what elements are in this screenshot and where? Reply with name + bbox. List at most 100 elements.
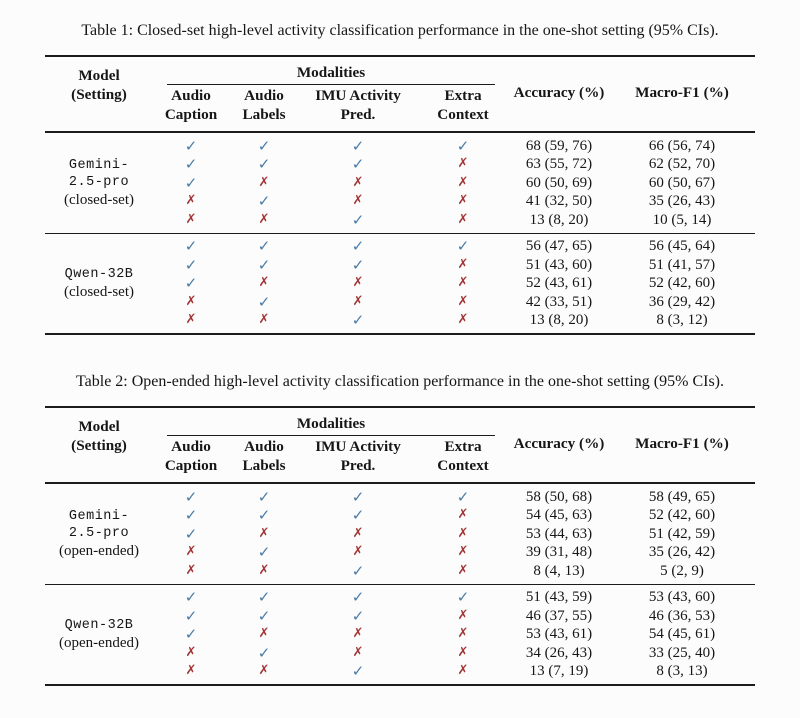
check-icon: ✓ (184, 173, 198, 192)
header-extra-context: Extra Context (417, 85, 509, 124)
accuracy-value: 13 (7, 19) (529, 663, 589, 679)
check-icon: ✓ (257, 255, 271, 274)
header-accuracy: Accuracy (%) (513, 435, 605, 452)
model-name-line: Gemini- (68, 157, 130, 173)
header-audio-caption: Audio Caption (153, 85, 229, 124)
check-icon: ✓ (456, 487, 470, 506)
header-model-setting: Model (Setting) (45, 413, 153, 475)
cross-icon: ✗ (457, 193, 469, 208)
cross-icon: ✗ (457, 644, 469, 660)
cross-icon: ✗ (185, 663, 197, 678)
table2-header: Model (Setting) Modalities Audio Caption… (45, 406, 755, 484)
model-setting: (closed-set) (64, 191, 134, 208)
check-icon: ✓ (184, 155, 198, 173)
model-name-line: Qwen-32B (64, 617, 134, 633)
table2-section: Table 2: Open-ended high-level activity … (0, 335, 800, 686)
accuracy-value: 51 (43, 59) (525, 589, 593, 605)
accuracy-value: 13 (8, 20) (529, 312, 589, 328)
check-icon: ✓ (184, 487, 198, 506)
accuracy-value: 60 (50, 69) (525, 174, 593, 191)
cross-icon: ✗ (352, 544, 364, 559)
header-imu-activity-pred: IMU Activity Pred. (299, 436, 417, 475)
model-label: Qwen-32B (open-ended) (45, 588, 153, 681)
check-icon: ✓ (456, 588, 470, 606)
cross-icon: ✗ (258, 663, 270, 678)
macro-f1-value: 56 (45, 64) (648, 238, 716, 254)
header-line: Context (437, 456, 489, 474)
cross-icon: ✗ (352, 626, 364, 641)
check-icon: ✓ (351, 487, 365, 506)
check-icon: ✓ (184, 274, 198, 292)
header-modalities-group: Modalities (153, 413, 509, 436)
header-modalities-label: Modalities (296, 64, 366, 81)
macro-f1-value: 52 (42, 60) (648, 507, 716, 523)
header-modalities-label: Modalities (296, 415, 366, 432)
header-line: Pred. (340, 456, 376, 474)
cross-icon: ✗ (185, 544, 197, 559)
cross-icon: ✗ (185, 562, 197, 578)
header-modalities-group: Modalities (153, 62, 509, 85)
accuracy-value: 53 (44, 63) (525, 525, 593, 542)
macro-f1-value: 60 (50, 67) (648, 174, 716, 191)
check-icon: ✓ (351, 662, 365, 680)
check-icon: ✓ (351, 255, 365, 274)
check-icon: ✓ (351, 506, 365, 524)
table-body-group: Qwen-32B (closed-set) ✓ ✓ ✓ ✓ 56 (47, 65) 56 (4… (45, 232, 755, 334)
check-icon: ✓ (351, 606, 365, 625)
check-icon: ✓ (257, 237, 271, 255)
header-model-line: (Setting) (71, 86, 127, 103)
header-model-line: (Setting) (71, 437, 127, 454)
macro-f1-value: 33 (25, 40) (648, 644, 716, 661)
cross-icon: ✗ (457, 607, 469, 623)
cross-icon: ✗ (258, 626, 270, 641)
macro-f1-value: 5 (2, 9) (660, 562, 704, 579)
cross-icon: ✗ (457, 156, 469, 171)
header-line: Audio (171, 438, 211, 455)
cross-icon: ✗ (457, 293, 469, 309)
macro-f1-value: 36 (29, 42) (648, 293, 716, 310)
check-icon: ✓ (257, 155, 271, 173)
macro-f1-value: 62 (52, 70) (648, 156, 716, 172)
cross-icon: ✗ (352, 174, 364, 190)
header-line: Caption (164, 456, 218, 474)
accuracy-value: 51 (43, 60) (525, 256, 593, 273)
accuracy-value: 63 (55, 72) (525, 156, 593, 172)
header-line: Caption (164, 105, 218, 123)
macro-f1-value: 54 (45, 61) (648, 626, 716, 642)
macro-f1-value: 35 (26, 43) (648, 193, 716, 209)
check-icon: ✓ (456, 136, 470, 155)
model-name-line: 2.5-pro (68, 174, 130, 190)
header-model-line: Model (78, 418, 120, 435)
macro-f1-value: 53 (43, 60) (648, 589, 716, 605)
model-name-line: Gemini- (68, 508, 130, 524)
macro-f1-value: 58 (49, 65) (648, 488, 716, 505)
check-icon: ✓ (184, 506, 198, 524)
header-line: Extra (444, 87, 482, 104)
accuracy-value: 53 (43, 61) (525, 626, 593, 642)
check-icon: ✓ (184, 625, 198, 643)
check-icon: ✓ (257, 136, 271, 155)
cross-icon: ✗ (457, 562, 469, 578)
check-icon: ✓ (257, 487, 271, 506)
table1-caption: Table 1: Closed-set high-level activity … (81, 22, 719, 39)
cross-icon: ✗ (258, 174, 270, 190)
cross-icon: ✗ (457, 211, 469, 227)
accuracy-value: 68 (59, 76) (525, 137, 593, 154)
check-icon: ✓ (456, 237, 470, 255)
check-icon: ✓ (257, 643, 271, 662)
macro-f1-value: 66 (56, 74) (648, 137, 716, 154)
cross-icon: ✗ (258, 312, 270, 327)
check-icon: ✓ (184, 136, 198, 155)
accuracy-value: 42 (33, 51) (525, 293, 593, 310)
header-line: Context (437, 105, 489, 123)
accuracy-value: 13 (8, 20) (529, 211, 589, 228)
check-icon: ✓ (257, 588, 271, 606)
table1: Model (Setting) Modalities Audio Caption… (45, 55, 755, 335)
cross-icon: ✗ (258, 525, 270, 541)
accuracy-value: 54 (45, 63) (525, 507, 593, 523)
check-icon: ✓ (257, 606, 271, 625)
cross-icon: ✗ (185, 293, 197, 309)
header-extra-context: Extra Context (417, 436, 509, 475)
table1-body: Gemini- 2.5-pro (closed-set) ✓ ✓ ✓ ✓ 68 (59, 76… (45, 133, 755, 335)
